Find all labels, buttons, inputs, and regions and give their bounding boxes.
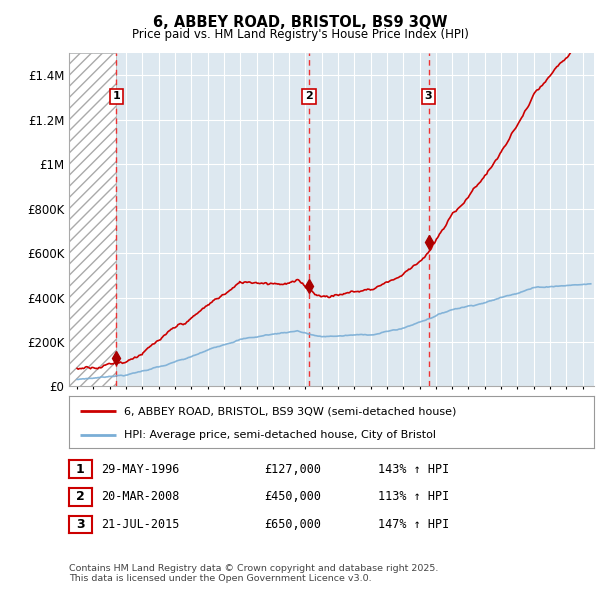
Text: 20-MAR-2008: 20-MAR-2008	[101, 490, 179, 503]
Bar	[69, 53, 116, 386]
Text: £127,000: £127,000	[264, 463, 321, 476]
Text: Contains HM Land Registry data © Crown copyright and database right 2025.
This d: Contains HM Land Registry data © Crown c…	[69, 563, 439, 583]
Text: 147% ↑ HPI: 147% ↑ HPI	[378, 518, 449, 531]
Text: £650,000: £650,000	[264, 518, 321, 531]
Text: Price paid vs. HM Land Registry's House Price Index (HPI): Price paid vs. HM Land Registry's House …	[131, 28, 469, 41]
Text: 3: 3	[76, 518, 85, 531]
Text: 2: 2	[76, 490, 85, 503]
Text: HPI: Average price, semi-detached house, City of Bristol: HPI: Average price, semi-detached house,…	[124, 431, 436, 440]
Text: 6, ABBEY ROAD, BRISTOL, BS9 3QW (semi-detached house): 6, ABBEY ROAD, BRISTOL, BS9 3QW (semi-de…	[124, 406, 457, 416]
Text: 2: 2	[305, 91, 313, 101]
Text: 6, ABBEY ROAD, BRISTOL, BS9 3QW: 6, ABBEY ROAD, BRISTOL, BS9 3QW	[153, 15, 447, 30]
Text: 143% ↑ HPI: 143% ↑ HPI	[378, 463, 449, 476]
Text: 1: 1	[76, 463, 85, 476]
Text: £450,000: £450,000	[264, 490, 321, 503]
Text: 1: 1	[113, 91, 121, 101]
Text: 29-MAY-1996: 29-MAY-1996	[101, 463, 179, 476]
Text: 3: 3	[425, 91, 433, 101]
Text: 21-JUL-2015: 21-JUL-2015	[101, 518, 179, 531]
Text: 113% ↑ HPI: 113% ↑ HPI	[378, 490, 449, 503]
